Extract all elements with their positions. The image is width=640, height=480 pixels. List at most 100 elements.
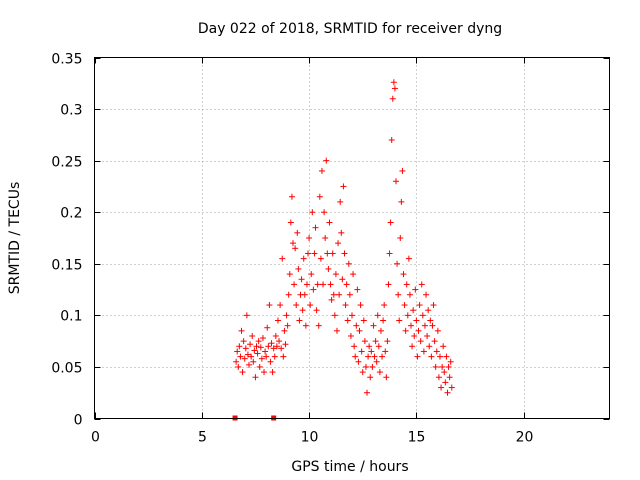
y-axis-label: SRMTID / TECUs [7,182,23,295]
data-point [326,219,333,226]
data-point [366,343,373,350]
data-point [323,157,330,164]
data-point [342,302,349,309]
data-point [292,245,299,252]
data-point [233,358,240,365]
data-point [270,345,277,352]
data-point [241,355,248,362]
data-point [355,358,362,365]
data-point [404,312,411,319]
data-point [392,178,399,185]
data-point [335,240,342,247]
data-point [444,389,451,396]
data-point [414,353,421,360]
data-point [336,291,343,298]
data-point [427,317,434,324]
data-point [442,379,449,386]
data-point [330,291,337,298]
data-point [328,296,335,303]
data-point [367,374,374,381]
data-point [350,271,357,278]
data-point [365,353,372,360]
data-point [250,358,257,365]
data-point [445,363,452,370]
data-point [448,384,455,391]
data-point [316,193,323,200]
data-point [313,307,320,314]
data-point [332,271,339,278]
data-point [384,338,391,345]
data-point [283,312,290,319]
data-point [389,95,396,102]
data-point [320,281,327,288]
data-point [360,317,367,324]
data-point [372,338,379,345]
data-point [441,369,448,376]
data-point [298,276,305,283]
data-point [308,271,315,278]
data-point [425,307,432,314]
data-point [401,302,408,309]
data-point [321,209,328,216]
data-point [337,198,344,205]
data-point [240,338,247,345]
data-point [343,281,350,288]
data-point [438,384,445,391]
data-point [327,281,334,288]
data-point [410,307,417,314]
data-point [411,332,418,339]
data-point [314,281,321,288]
data-point [266,302,273,309]
data-point [272,332,279,339]
tick-labels: 0 5 10 15 20 0 0.05 0.1 0.15 0.2 0.25 0.3 0.35 [51,52,533,446]
data-point [239,369,246,376]
data-point [374,312,381,319]
data-point [281,327,288,334]
data-point [349,312,355,319]
data-point [405,255,412,262]
y-tick-label: 0.05 [51,361,82,377]
data-point [409,343,416,350]
data-point [333,327,340,334]
data-point [381,302,388,309]
data-point [262,348,269,355]
axis-ticks [94,57,610,420]
data-point [415,327,422,334]
data-point [376,369,383,376]
data-point [370,322,377,329]
data-point [306,235,313,241]
data-point [439,363,446,370]
data-point [234,348,241,355]
data-point [238,327,245,334]
data-point [261,369,268,376]
data-point [345,260,352,267]
data-point [386,250,393,257]
data-point [352,353,359,360]
data-point [380,317,387,324]
data-point [300,255,307,262]
data-point [274,317,281,324]
data-point [375,343,382,350]
data-point [255,338,262,345]
data-point [329,250,336,257]
data-point [341,250,348,257]
data-point [279,255,286,262]
data-point [398,198,405,205]
data-point [312,224,319,231]
plot-frame [94,57,610,419]
data-point [252,374,259,381]
x-tick-label: 5 [198,430,207,446]
data-point [373,358,380,365]
data-point [424,332,431,339]
data-point [446,374,453,381]
data-point [339,276,346,283]
data-point [325,265,332,272]
data-point [311,250,318,257]
data-point [248,353,255,360]
data-point [253,343,260,350]
data-point [379,353,386,360]
data-point [291,281,298,288]
data-point [287,219,294,226]
data-point [315,322,322,329]
